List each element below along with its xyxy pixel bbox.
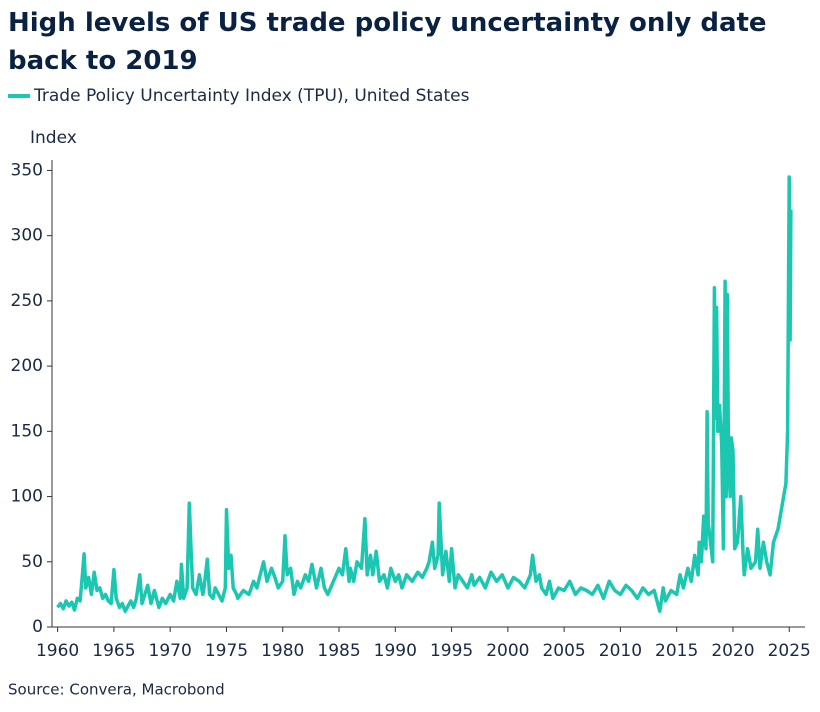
y-tick-label: 50 <box>21 552 43 572</box>
legend-label: Trade Policy Uncertainty Index (TPU), Un… <box>33 86 470 106</box>
y-tick-label: 150 <box>11 421 43 441</box>
y-tick-label: 100 <box>11 487 43 507</box>
x-tick-label: 1985 <box>317 641 360 661</box>
x-tick-label: 1995 <box>430 641 473 661</box>
y-tick-label: 200 <box>11 356 43 376</box>
x-tick-label: 1960 <box>36 641 79 661</box>
x-tick-label: 2005 <box>542 641 585 661</box>
x-tick-label: 2015 <box>655 641 698 661</box>
x-tick-label: 1980 <box>261 641 304 661</box>
y-axis-label: Index <box>30 128 77 148</box>
x-tick-label: 1970 <box>149 641 192 661</box>
x-tick-label: 2010 <box>599 641 642 661</box>
y-tick-label: 300 <box>11 226 43 246</box>
chart-title: High levels of US trade policy uncertain… <box>8 8 767 76</box>
x-tick-label: 2025 <box>768 641 811 661</box>
x-tick-label: 2000 <box>486 641 529 661</box>
y-tick-label: 350 <box>11 160 43 180</box>
source: Source: Convera, Macrobond <box>8 681 225 699</box>
x-tick-label: 1965 <box>92 641 135 661</box>
y-tick-label: 0 <box>32 617 43 637</box>
x-tick-label: 1990 <box>374 641 417 661</box>
y-tick-label: 250 <box>11 291 43 311</box>
series-line <box>56 175 793 614</box>
x-tick-label: 2020 <box>711 641 754 661</box>
x-tick-label: 1975 <box>205 641 248 661</box>
